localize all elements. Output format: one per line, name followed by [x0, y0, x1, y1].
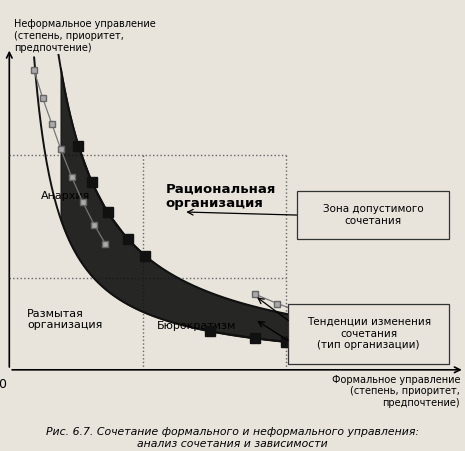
- Text: Рис. 6.7. Сочетание формального и неформального управления:
анализ сочетания и з: Рис. 6.7. Сочетание формального и неформ…: [46, 427, 419, 449]
- Text: Анархия: Анархия: [40, 191, 90, 201]
- Text: 0: 0: [0, 377, 7, 391]
- Text: Размытая
организация: Размытая организация: [27, 308, 102, 330]
- FancyBboxPatch shape: [297, 191, 449, 239]
- Text: Бюрократизм: Бюрократизм: [157, 321, 236, 331]
- Text: Формальное управление
(степень, приоритет,
предпочтение): Формальное управление (степень, приорите…: [332, 374, 460, 408]
- Text: Тенденции изменения
сочетания
(тип организации): Тенденции изменения сочетания (тип орган…: [306, 317, 431, 350]
- FancyBboxPatch shape: [288, 304, 449, 364]
- Text: Рациональная
организация: Рациональная организация: [166, 182, 276, 210]
- Text: Зона допустимого
сочетания: Зона допустимого сочетания: [323, 204, 424, 226]
- Text: Неформальное управление
(степень, приоритет,
предпочтение): Неформальное управление (степень, приори…: [14, 19, 155, 52]
